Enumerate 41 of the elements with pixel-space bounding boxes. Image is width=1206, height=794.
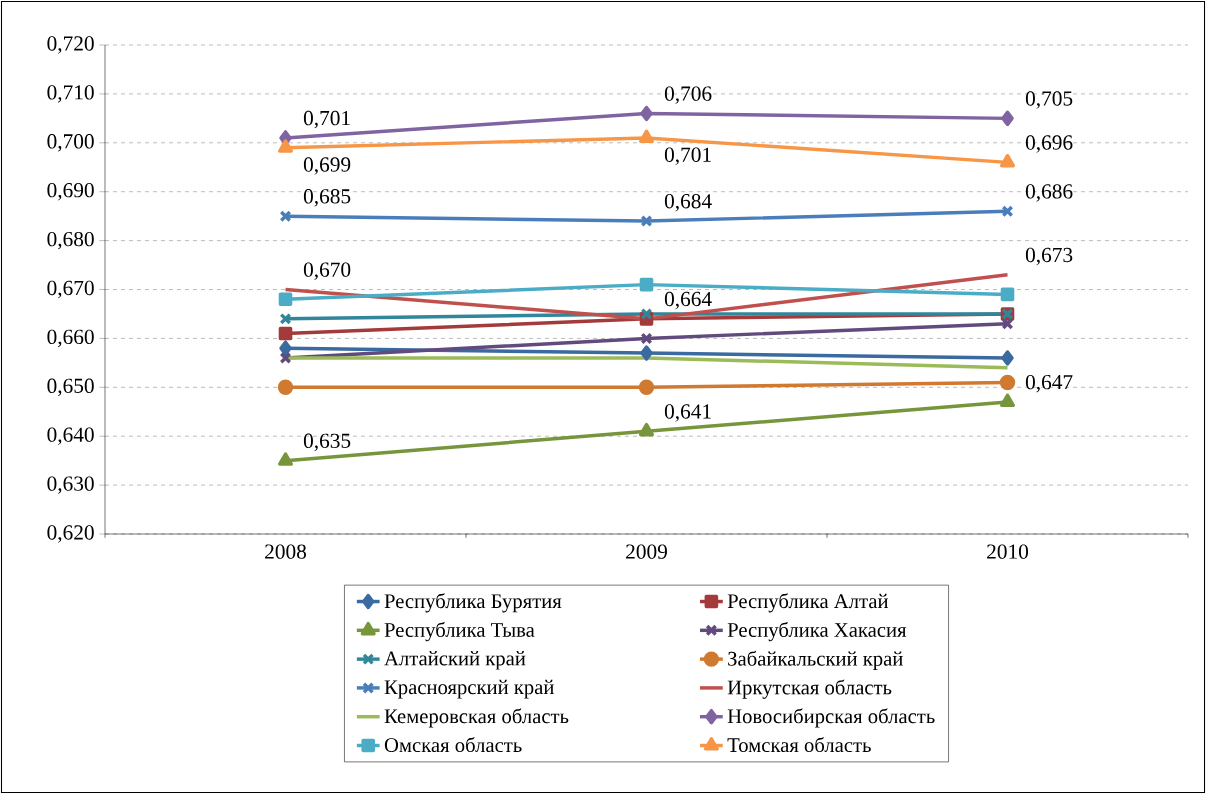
legend-label: Республика Хакасия bbox=[727, 621, 907, 642]
legend-label: Иркутская область bbox=[727, 679, 892, 699]
data-label: 0,635 bbox=[303, 433, 351, 452]
y-tick-label: 0,700 bbox=[47, 134, 94, 152]
y-tick-label: 0,660 bbox=[47, 329, 94, 348]
y-tick-label: 0,690 bbox=[47, 182, 94, 201]
data-label: 0,701 bbox=[664, 147, 711, 165]
y-tick-label: 0,650 bbox=[47, 378, 94, 397]
data-label: 0,641 bbox=[664, 404, 711, 422]
x-tick-label: 2010 bbox=[987, 544, 1029, 559]
legend-label: Кемеровская область bbox=[384, 708, 569, 728]
data-label: 0,664 bbox=[664, 291, 712, 310]
legend-label: Красноярский край bbox=[384, 679, 554, 699]
legend-label: Республика Тыва bbox=[384, 621, 535, 642]
data-label: 0,685 bbox=[303, 189, 351, 207]
data-label: 0,699 bbox=[303, 157, 351, 175]
legend-label: Республика Бурятия bbox=[384, 593, 562, 613]
data-label: 0,684 bbox=[664, 193, 712, 212]
data-label: 0,706 bbox=[664, 86, 712, 104]
legend-label: Омская область bbox=[384, 737, 522, 753]
x-tick-label: 2008 bbox=[265, 544, 307, 559]
y-tick-label: 0,670 bbox=[47, 280, 94, 299]
data-label: 0,696 bbox=[1025, 135, 1073, 153]
data-label: 0,701 bbox=[303, 110, 350, 129]
x-tick-label: 2009 bbox=[626, 544, 667, 559]
y-tick-label: 0,720 bbox=[47, 36, 94, 54]
legend-label: Новосибирская область bbox=[727, 708, 935, 728]
y-tick-label: 0,680 bbox=[47, 231, 94, 250]
data-label: 0,673 bbox=[1025, 247, 1073, 266]
legend-label: Алтайский край bbox=[384, 651, 526, 670]
data-label: 0,705 bbox=[1025, 91, 1073, 109]
data-label: 0,647 bbox=[1025, 374, 1073, 393]
legend-label: Томская область bbox=[727, 737, 871, 753]
data-label: 0,670 bbox=[303, 262, 351, 280]
data-label: 0,686 bbox=[1025, 184, 1073, 202]
y-tick-label: 0,710 bbox=[47, 85, 94, 103]
legend-label: Республика Алтай bbox=[727, 593, 889, 613]
y-tick-label: 0,640 bbox=[47, 427, 94, 445]
y-tick-label: 0,630 bbox=[47, 476, 94, 494]
legend-label: Забайкальский край bbox=[728, 650, 903, 670]
y-tick-label: 0,620 bbox=[47, 525, 94, 543]
